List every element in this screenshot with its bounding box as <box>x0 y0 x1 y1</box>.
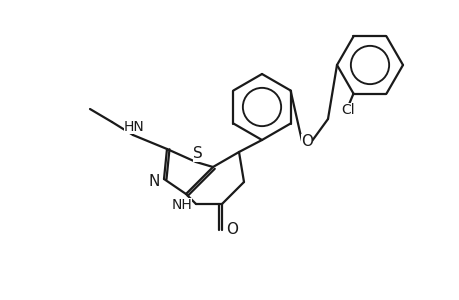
Text: O: O <box>225 223 237 238</box>
Text: HN: HN <box>123 120 144 134</box>
Text: NH: NH <box>171 198 192 212</box>
Text: O: O <box>300 134 312 148</box>
Text: S: S <box>193 146 202 161</box>
Text: N: N <box>148 173 159 188</box>
Text: Cl: Cl <box>341 103 354 117</box>
